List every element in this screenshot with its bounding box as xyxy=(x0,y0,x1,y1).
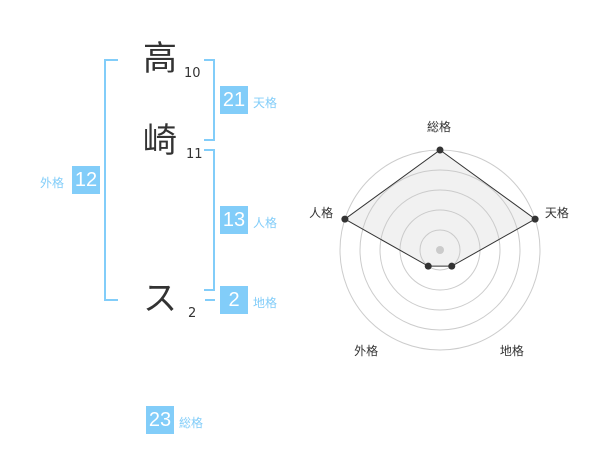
tenkaku-value: 21 xyxy=(220,86,248,114)
name-char-1: 高 xyxy=(143,39,177,79)
soukaku-value: 23 xyxy=(146,406,174,434)
name-char-3: ス xyxy=(143,279,177,319)
radar-point xyxy=(531,215,539,223)
radar-point xyxy=(424,262,432,270)
radar-axis-label: 人格 xyxy=(309,205,334,220)
radar-axis-label: 天格 xyxy=(544,205,569,220)
chikaku-bracket xyxy=(205,299,215,301)
gaikaku-bracket xyxy=(104,59,118,301)
chikaku-value: 2 xyxy=(220,286,248,314)
radar-ring xyxy=(379,189,501,311)
radar-ring xyxy=(359,169,521,331)
stroke-count-2: 11 xyxy=(186,147,203,162)
radar-axis-label: 地格 xyxy=(499,344,524,359)
radar-center xyxy=(436,246,444,254)
tenkaku-label: 天格 xyxy=(253,96,278,110)
chikaku-label: 地格 xyxy=(253,296,278,310)
radar-ring xyxy=(419,229,461,271)
radar-point xyxy=(436,146,444,154)
radar-point xyxy=(448,262,456,270)
gaikaku-label: 外格 xyxy=(40,176,65,190)
radar-shape xyxy=(343,149,537,267)
stroke-count-3: 2 xyxy=(188,306,197,321)
radar-point xyxy=(341,215,349,223)
gaikaku-value: 12 xyxy=(72,166,100,194)
name-char-2: 崎 xyxy=(143,121,177,161)
jinkaku-bracket xyxy=(204,149,215,291)
stroke-count-1: 10 xyxy=(184,66,201,81)
tenkaku-bracket xyxy=(204,59,215,141)
jinkaku-label: 人格 xyxy=(253,216,278,230)
jinkaku-value: 13 xyxy=(220,206,248,234)
radar-axis-label: 総格 xyxy=(427,120,452,134)
soukaku-label: 総格 xyxy=(179,416,204,430)
radar-axis-label: 外格 xyxy=(354,344,379,359)
